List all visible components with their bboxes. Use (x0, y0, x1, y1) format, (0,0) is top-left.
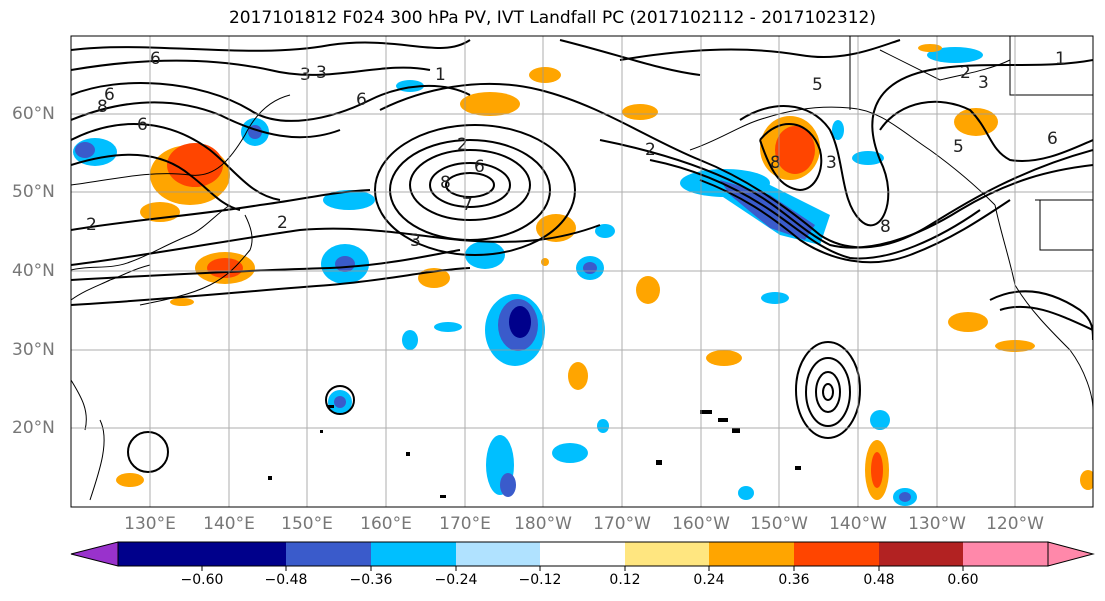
map-border (70, 35, 1094, 508)
contour-label: 1 (1055, 49, 1066, 69)
contour-label: 8 (880, 217, 891, 237)
lat-label: 40°N (12, 261, 55, 281)
colorbar-segment (540, 542, 625, 566)
contour-label: 8 (770, 153, 781, 173)
colorbar-ticks (201, 566, 964, 571)
colorbar-segment (625, 542, 709, 566)
colorbar-min-extension (70, 541, 119, 567)
colorbar-tick-label: −0.36 (349, 572, 393, 588)
contour-label: 3 (410, 231, 421, 251)
contour-label: 3 (826, 153, 837, 173)
colorbar-segment (879, 542, 963, 566)
contour-label: 3 (316, 63, 327, 83)
lon-label: 160°W (672, 514, 730, 534)
colorbar-segment (371, 542, 456, 566)
lat-label: 20°N (12, 418, 55, 438)
lat-label: 30°N (12, 340, 55, 360)
colorbar-segment (456, 542, 540, 566)
lon-label: 130°W (908, 514, 966, 534)
colorbar-max-extension (1047, 541, 1095, 567)
colorbar (70, 541, 1095, 571)
contour-label: 2 (645, 140, 656, 160)
colorbar-tick-label: −0.60 (180, 572, 224, 588)
contour-label: 7 (462, 195, 473, 215)
contour-label: 8 (97, 97, 108, 117)
colorbar-border (117, 541, 1049, 567)
contour-label: 8 (440, 173, 451, 193)
contour-label: 2 (86, 215, 97, 235)
lon-label: 170°E (439, 514, 491, 534)
lon-label: 120°W (986, 514, 1044, 534)
lon-label: 140°W (829, 514, 887, 534)
coastlines (71, 36, 1093, 501)
colorbar-tick-label: 0.36 (778, 572, 810, 588)
contour-label: 6 (356, 90, 367, 110)
contour-label: 2 (277, 213, 288, 233)
contour-label: 6 (474, 157, 485, 177)
contour-label: 5 (953, 137, 964, 157)
contour-label: 3 (300, 65, 311, 85)
colorbar-tick-label: 0.48 (863, 572, 895, 588)
contour-label: 6 (137, 115, 148, 135)
contour-label: 6 (1047, 129, 1058, 149)
lat-label: 50°N (12, 182, 55, 202)
lon-label: 170°W (593, 514, 651, 534)
map-title: 2017101812 F024 300 hPa PV, IVT Landfall… (228, 8, 876, 28)
lon-label: 150°E (281, 514, 333, 534)
colorbar-tick-label: −0.48 (264, 572, 308, 588)
islands (268, 405, 801, 498)
contour-label-group: 6 3 1 8 6 6 6 2 6 8 7 3 2 2 2 3 5 8 3 8 … (86, 49, 1066, 251)
contour-label: 5 (812, 75, 823, 95)
contour-label: 2 (960, 63, 971, 83)
contour-label: 3 (978, 73, 989, 93)
lon-label: 150°W (750, 514, 808, 534)
colorbar-tick-label: 0.24 (693, 572, 725, 588)
contour-label: 6 (104, 85, 115, 105)
colorbar-segment (794, 542, 879, 566)
colorbar-segment (202, 542, 286, 566)
lon-label: 140°E (203, 514, 255, 534)
lon-label: 130°E (124, 514, 176, 534)
lat-label: 60°N (12, 104, 55, 124)
colorbar-tick-label: −0.12 (518, 572, 562, 588)
colorbar-segment (963, 542, 1048, 566)
lon-label: 180°W (514, 514, 572, 534)
colorbar-segment (286, 542, 371, 566)
colorbar-tick-label: −0.24 (434, 572, 478, 588)
pv-contours (71, 39, 1093, 473)
contour-label: 1 (435, 65, 446, 85)
colorbar-tick-label: 0.60 (947, 572, 979, 588)
contour-label: 6 (150, 49, 161, 69)
colorbar-segment (118, 542, 202, 566)
colorbar-tick-label: 0.12 (609, 572, 641, 588)
gridlines (71, 36, 1093, 507)
colorbar-segment (709, 542, 794, 566)
contour-label: 2 (457, 135, 468, 155)
lon-label: 160°E (360, 514, 412, 534)
